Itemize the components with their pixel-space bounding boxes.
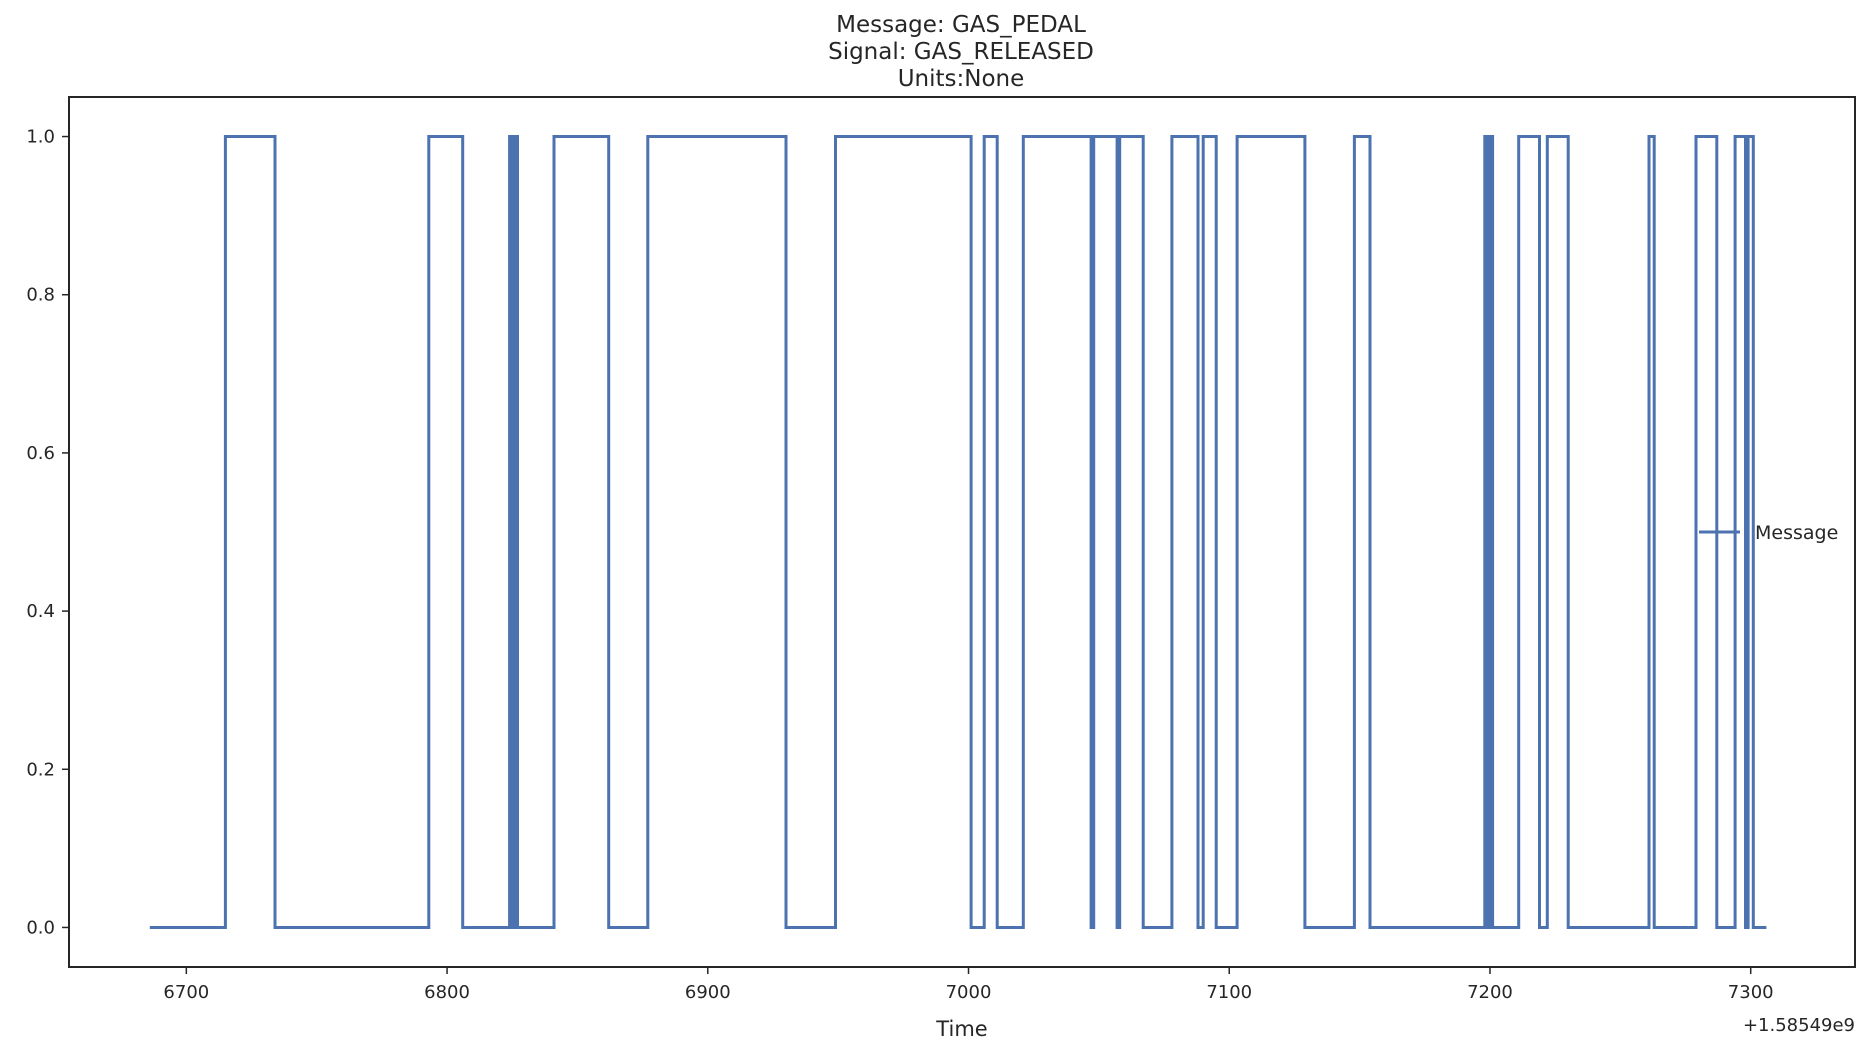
x-axis-offset-label: +1.58549e9 bbox=[1743, 1015, 1855, 1036]
x-tick-label: 7300 bbox=[1728, 982, 1774, 1003]
x-tick-label: 6900 bbox=[685, 982, 731, 1003]
y-tick-label: 1.0 bbox=[26, 127, 55, 148]
y-tick-label: 0.2 bbox=[26, 759, 55, 780]
chart-title-line: Units:None bbox=[898, 66, 1025, 92]
x-tick-label: 6800 bbox=[424, 982, 470, 1003]
y-tick-label: 0.0 bbox=[26, 917, 55, 938]
y-axis-ticks: 0.0 0.2 0.4 0.6 0.8 1.0 bbox=[26, 127, 69, 938]
axes-frame bbox=[68, 96, 1856, 968]
x-axis-ticks: 6700 6800 6900 7000 7100 7200 7300 bbox=[163, 967, 1774, 1003]
x-tick-label: 7000 bbox=[946, 982, 992, 1003]
y-tick-label: 0.4 bbox=[26, 601, 55, 622]
legend-label: Message bbox=[1755, 522, 1838, 544]
y-tick-label: 0.6 bbox=[26, 443, 55, 464]
y-tick-label: 0.8 bbox=[26, 285, 55, 306]
x-tick-label: 7100 bbox=[1206, 982, 1252, 1003]
chart-title-line: Signal: GAS_RELEASED bbox=[828, 39, 1094, 65]
series-line-message bbox=[149, 135, 1767, 929]
chart-title-line: Message: GAS_PEDAL bbox=[836, 12, 1086, 38]
x-axis-label: Time bbox=[935, 1017, 987, 1041]
series-group bbox=[149, 135, 1767, 929]
x-tick-label: 6700 bbox=[163, 982, 209, 1003]
chart-title: Message: GAS_PEDAL Signal: GAS_RELEASED … bbox=[828, 12, 1094, 92]
x-tick-label: 7200 bbox=[1467, 982, 1513, 1003]
legend: Message bbox=[1699, 522, 1838, 544]
